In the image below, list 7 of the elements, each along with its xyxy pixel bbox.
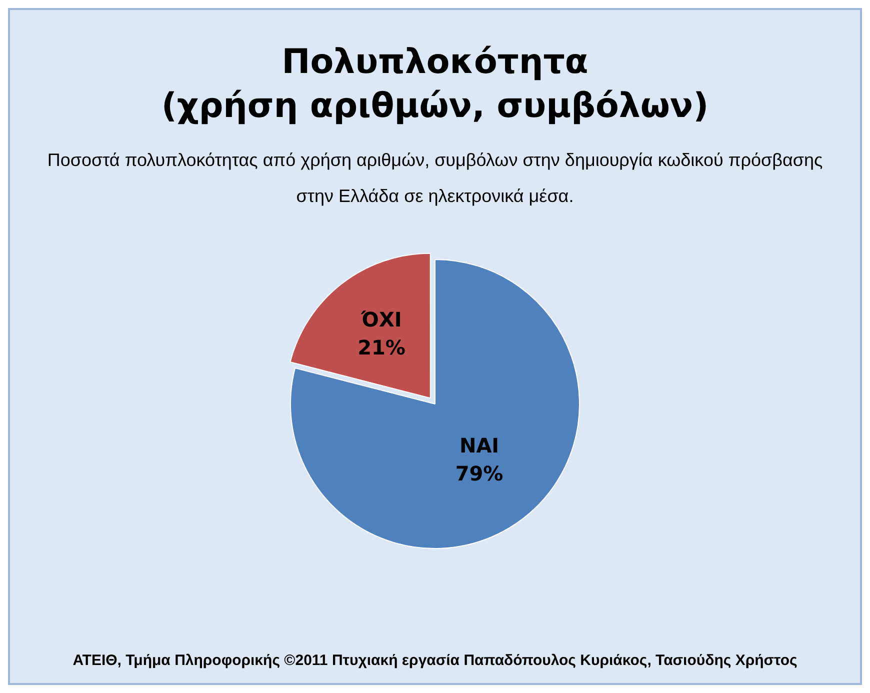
text: ΑΤΕΙΘ, Τμήμα Πληροφορικής ©2011 Πτυχιακή εργασία Παπαδόπουλος Κυριάκος, Τασιούδης Χρήστος	[72, 652, 798, 669]
slice-label: ΌΧΙ	[360, 307, 402, 332]
slice-label: ΝΑΙ	[459, 433, 500, 458]
chart-subtitle: Ποσοστά πολυπλοκότητας από χρήση αριθμών, συμβόλων στην δημιουργία κωδικού πρόσβασης στην Ελλάδα σε ηλεκτρονικά μέσα.	[46, 149, 824, 208]
data-label: 21%	[358, 335, 406, 360]
chart-title: Πολυπλοκότητα (χρήση αριθμών, συμβόλων)	[160, 41, 710, 128]
data-label: 79%	[455, 461, 504, 486]
